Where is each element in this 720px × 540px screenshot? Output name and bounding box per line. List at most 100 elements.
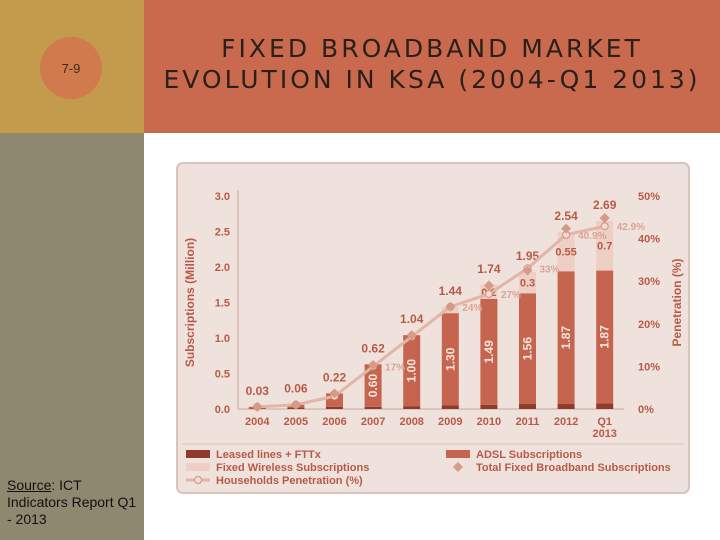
y-tick-label: 2.5	[215, 227, 230, 239]
broadband-chart: 0.0 0.5 1.0 1.5 2.0 2.5 3.0 0% 10% 20% 30% 40% 50% Su…	[176, 162, 690, 494]
data-label-total: 0.03	[246, 384, 270, 398]
bar-adsl-7	[519, 293, 536, 405]
total-marker	[561, 223, 572, 234]
penetration-point	[600, 222, 609, 231]
total-marker	[252, 401, 263, 412]
data-label-adsl: 1.56	[521, 337, 535, 361]
sidebar-bottom-panel	[0, 133, 144, 540]
y-axis-title: Subscriptions (Million)	[183, 238, 197, 367]
x-tick-label: 2012	[554, 416, 578, 428]
y-right-tick-label: 30%	[638, 276, 660, 288]
slide-title-line-2: EVOLUTION IN KSA (2004-Q1 2013)	[163, 65, 701, 94]
data-label-penetration: 33%	[540, 264, 560, 275]
y-right-axis-title: Penetration (%)	[670, 258, 684, 346]
x-tick-label: 2008	[399, 416, 423, 428]
x-tick-label: 2009	[438, 416, 462, 428]
data-label-total: 1.04	[400, 312, 424, 326]
data-label-adsl: 1.00	[405, 359, 419, 383]
bar-leased-6	[480, 404, 498, 409]
data-label-wireless: 0.3	[520, 278, 535, 290]
x-tick-label: 2006	[322, 416, 346, 428]
legend-label: ADSL Subscriptions	[476, 449, 582, 461]
total-marker	[445, 301, 456, 312]
bar-leased-2	[326, 406, 343, 409]
data-label-total: 0.22	[323, 370, 347, 384]
title-header	[144, 0, 720, 133]
total-marker	[599, 213, 610, 224]
bar-adsl-9	[596, 270, 614, 404]
slide-title: FIXED BROADBAND MARKET EVOLUTION IN KSA …	[144, 33, 720, 95]
data-label-total: 1.44	[439, 284, 463, 298]
bar-leased-4	[403, 406, 421, 409]
y-right-tick-label: 20%	[638, 319, 660, 331]
bar-adsl-5	[441, 313, 459, 406]
bar-adsl-6	[480, 298, 498, 405]
data-label-penetration: 27%	[501, 290, 521, 301]
data-label-penetration: 42.9%	[617, 222, 645, 233]
bar-leased-5	[441, 405, 459, 409]
total-marker	[290, 399, 301, 410]
data-label-total: 1.74	[477, 262, 501, 276]
x-tick-label: 2010	[477, 416, 501, 428]
x-tick-label: 2004	[245, 416, 270, 428]
slide-number: 7-9	[61, 60, 81, 76]
x-tick-label: 2005	[284, 416, 308, 428]
bar-adsl-4	[403, 335, 421, 407]
data-label-adsl: 1.30	[443, 347, 457, 371]
source-label: Source	[7, 477, 52, 493]
data-label-adsl: 1.87	[598, 325, 612, 349]
data-label-total: 0.06	[284, 382, 308, 396]
data-label-adsl: 0.60	[366, 374, 380, 398]
total-marker	[329, 388, 340, 399]
y-right-tick-label: 10%	[638, 361, 660, 373]
total-marker	[368, 359, 379, 370]
x-tick-label: 2007	[361, 416, 385, 428]
y-tick-label: 3.0	[215, 191, 230, 203]
y-tick-label: 0.5	[215, 369, 230, 381]
legend-label: Households Penetration (%)	[216, 475, 363, 487]
x-tick-label: 2013	[592, 428, 616, 440]
bar-adsl-3	[364, 364, 382, 407]
slide-number-badge: 7-9	[40, 37, 102, 99]
data-label-penetration: 40.9%	[578, 231, 606, 242]
y-right-tick-label: 50%	[638, 191, 660, 203]
data-label-total: 2.69	[593, 198, 617, 212]
y-tick-label: 1.0	[215, 333, 230, 345]
data-label-total: 1.95	[516, 249, 540, 263]
data-label-total: 0.62	[361, 341, 385, 355]
data-label-penetration: 24%	[462, 303, 482, 314]
bar-leased-3	[364, 406, 382, 409]
data-label-total: 2.54	[554, 209, 578, 223]
slide-title-line-1: FIXED BROADBAND MARKET	[221, 34, 643, 63]
x-tick-label: Q1	[597, 416, 612, 428]
bar-wireless-8	[557, 232, 575, 272]
y-tick-label: 0.0	[215, 404, 230, 416]
legend-label: Fixed Wireless Subscriptions	[216, 462, 369, 474]
bar-adsl-8	[557, 271, 575, 405]
total-marker	[406, 330, 417, 341]
penetration-line	[257, 224, 606, 409]
legend-swatch	[186, 450, 210, 458]
y-right-tick-label: 0%	[638, 404, 654, 416]
penetration-point	[484, 289, 493, 298]
y-right-tick-label: 40%	[638, 234, 660, 246]
legend-swatch-total	[453, 462, 463, 472]
data-label-adsl: 1.49	[482, 340, 496, 364]
chart-container: 0.0 0.5 1.0 1.5 2.0 2.5 3.0 0% 10% 20% 30% 40% 50% Su…	[176, 162, 690, 494]
x-tick-label: 2011	[516, 416, 540, 428]
data-label-penetration: 17%	[385, 362, 405, 373]
source-note: Source: ICT Indicators Report Q1 - 2013	[7, 477, 139, 528]
data-label-adsl: 1.87	[559, 326, 573, 350]
bar-leased-8	[557, 404, 575, 409]
legend-label: Leased lines + FTTx	[216, 449, 322, 461]
data-label-wireless: 0.55	[555, 247, 576, 259]
legend-swatch	[446, 450, 470, 458]
source-text: : ICT Indicators Report Q1 - 2013	[7, 477, 137, 527]
bar-leased-9	[596, 403, 614, 409]
legend-swatch	[186, 463, 210, 471]
total-marker	[522, 265, 533, 276]
bar-wireless-7	[519, 271, 536, 294]
legend-label: Total Fixed Broadband Subscriptions	[476, 462, 671, 474]
bar-leased-7	[519, 404, 536, 409]
data-label-wireless: 0.7	[597, 241, 612, 253]
